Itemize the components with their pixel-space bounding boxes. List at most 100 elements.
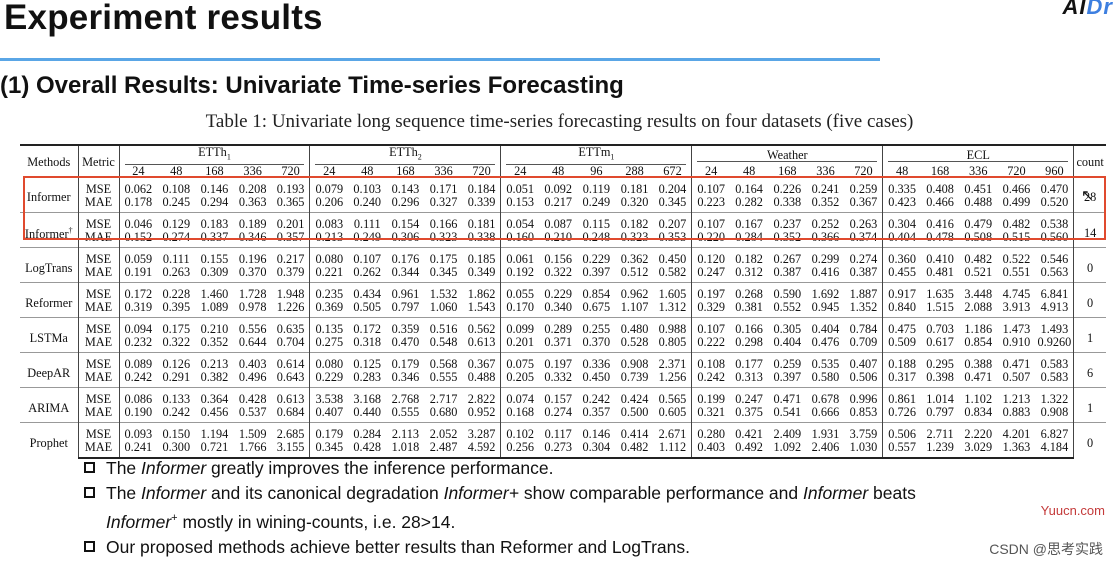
table-cell: 2.220 (959, 422, 998, 441)
table-cell: 0.274 (844, 247, 883, 266)
table-cell: 0.365 (276, 194, 305, 209)
table-cell: 0.337 (200, 229, 229, 244)
header-horizon: 96 (577, 165, 616, 179)
metric-label: MAE (77, 336, 119, 353)
table-cell: 0.470 (391, 334, 420, 349)
header-horizon: 960 (1035, 165, 1074, 179)
metric-label: MSE (77, 177, 119, 196)
table-cell: 0.805 (658, 334, 687, 349)
table-cell: 2.671 (653, 422, 692, 441)
table-cell: 0.237 (768, 212, 807, 231)
header-horizon: 48 (730, 165, 769, 179)
table-row: LSTMa MSE 0.094 0.175 0.210 0.556 0.635 0.135 0.… (20, 317, 1106, 353)
table-cell: 0.364 (195, 387, 234, 406)
table-cell: 2.487 (424, 441, 463, 460)
table-cell: 0.398 (926, 369, 954, 384)
header-horizon: 24 (500, 165, 540, 179)
table-cell: 0.556 (233, 317, 272, 336)
table-cell: 0.583 (1035, 352, 1074, 371)
table-cell: 1.460 (195, 282, 234, 301)
metric-label: MSE (77, 317, 119, 336)
metric-label: MSE (77, 247, 119, 266)
dataset-name: ETTm1 (506, 146, 687, 165)
table-cell: 0.108 (691, 352, 731, 371)
table-cell: 0.357 (582, 404, 611, 419)
table-cell: 0.291 (162, 369, 191, 384)
table-cell: 2.822 (462, 387, 501, 406)
table-cell: 0.204 (658, 182, 687, 197)
table-cell: 1.532 (424, 282, 463, 301)
method-row-group: Informer MSE 0.062 0.108 0.146 0.208 0.193 0.07… (20, 177, 1106, 213)
count-cell: 1 (1073, 387, 1106, 423)
table-cell: 0.317 (882, 371, 921, 388)
method-name: Prophet (20, 422, 78, 459)
table-cell: 0.345 (309, 441, 349, 460)
table-cell: 0.221 (309, 266, 349, 283)
metric-label: MAE (77, 266, 119, 283)
table-cell: 0.395 (162, 299, 191, 314)
table-cell: 0.508 (964, 229, 993, 244)
table-cell: 0.335 (882, 177, 921, 196)
table-cell: 0.908 (615, 352, 654, 371)
header-methods: Methods (20, 144, 78, 178)
table-cell: 0.797 (391, 299, 420, 314)
header-horizon: 168 (195, 165, 234, 179)
table-cell: 0.617 (926, 334, 954, 349)
table-cell: 3.538 (309, 387, 349, 406)
table-cell: 0.360 (882, 247, 921, 266)
table-cell: 0.521 (964, 264, 993, 279)
bullet-list: The Informer greatly improves the infere… (84, 456, 1084, 560)
table-row: MAE 0.232 0.322 0.352 0.644 0.704 0.275 0.318 0.… (20, 336, 1106, 353)
table-cell: 0.961 (386, 282, 425, 301)
table-cell: 1.543 (467, 299, 496, 314)
table-cell: 0.146 (200, 182, 229, 197)
table-cell: 0.371 (544, 334, 573, 349)
metric-label: MSE (77, 282, 119, 301)
table-cell: 0.329 (691, 301, 731, 318)
table-cell: 0.471 (964, 369, 993, 384)
table-cell: 0.854 (964, 334, 993, 349)
table-cell: 0.552 (773, 299, 802, 314)
header-horizon: 168 (386, 165, 425, 179)
table-cell: 0.583 (1040, 369, 1069, 384)
table-cell: 0.560 (1040, 229, 1069, 244)
table-cell: 0.321 (691, 406, 731, 423)
table-cell: 1.322 (1035, 387, 1074, 406)
table-cell: 0.481 (926, 264, 954, 279)
logo-main: AI (1062, 0, 1087, 19)
metric-label: MSE (77, 212, 119, 231)
table-cell: 0.535 (806, 352, 845, 371)
table-cell: 0.217 (271, 247, 310, 266)
logo: AIDr (1063, 0, 1113, 20)
table-cell: 0.908 (1040, 404, 1069, 419)
table-cell: 0.248 (582, 229, 611, 244)
table-cell: 0.126 (157, 352, 196, 371)
table-cell: 0.962 (615, 282, 654, 301)
table-row: ARIMA MSE 0.086 0.133 0.364 0.428 0.613 3.538 3.… (20, 387, 1106, 423)
table-cell: 0.298 (735, 334, 763, 349)
table-cell: 0.675 (582, 299, 611, 314)
header-dataset: ECL (882, 144, 1074, 165)
table-cell: 4.184 (1035, 441, 1074, 460)
table-cell: 0.249 (582, 194, 611, 209)
table-cell: 0.117 (539, 422, 578, 441)
table-cell: 0.414 (615, 422, 654, 441)
table-cell: 0.280 (691, 422, 731, 441)
method-name: Reformer (20, 282, 78, 318)
table-cell: 0.320 (620, 194, 649, 209)
table-cell: 1.018 (386, 441, 425, 460)
table-cell: 0.282 (735, 194, 763, 209)
table-cell: 0.450 (653, 247, 692, 266)
table-cell: 0.323 (620, 229, 649, 244)
method-name: Informer† (20, 212, 78, 248)
table-cell: 2.406 (806, 441, 845, 460)
table-cell: 0.416 (920, 212, 960, 231)
header-horizon: 24 (309, 165, 349, 179)
table-cell: 0.152 (118, 231, 158, 248)
table-cell: 0.146 (577, 422, 616, 441)
table-cell: 0.306 (391, 229, 420, 244)
table-cell: 0.304 (882, 212, 921, 231)
method-row-group: Prophet MSE 0.093 0.150 1.194 1.509 2.685 0.179… (20, 422, 1106, 460)
table-cell: 0.087 (539, 212, 578, 231)
header-horizon: 168 (768, 165, 807, 179)
